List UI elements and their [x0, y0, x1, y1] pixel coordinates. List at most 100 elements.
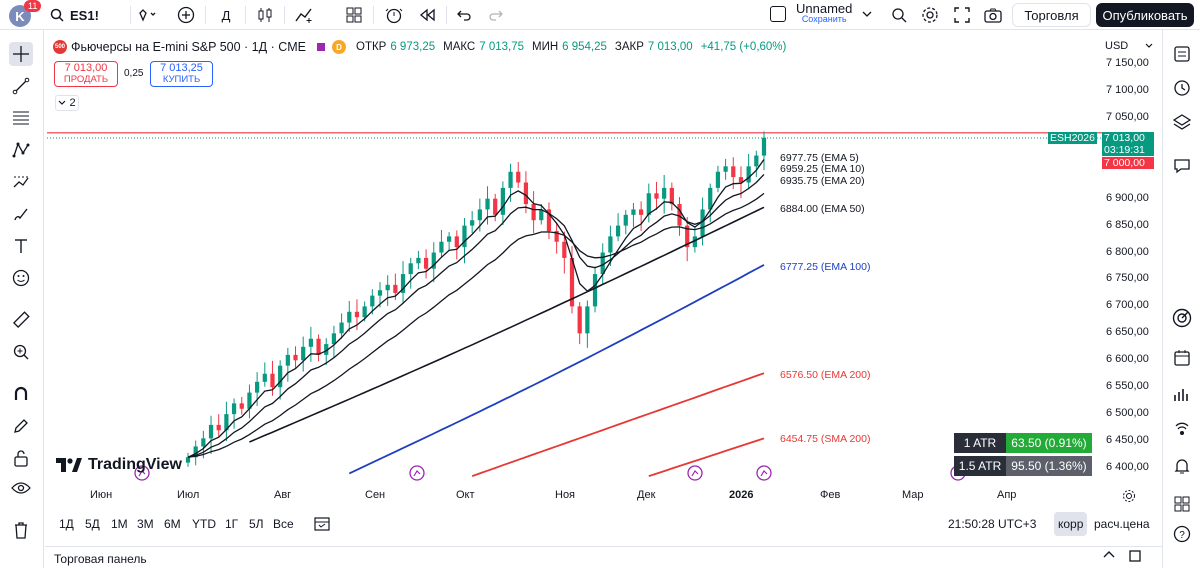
- axis-settings-icon[interactable]: [1122, 489, 1136, 503]
- open-value: 6 973,25: [390, 41, 436, 53]
- candle-body: [546, 209, 552, 231]
- panel-controls: [1103, 550, 1141, 562]
- streams-icon[interactable]: [1170, 418, 1194, 442]
- candle-body: [224, 414, 229, 431]
- maximize-icon[interactable]: [1129, 550, 1141, 562]
- candle-body: [600, 252, 605, 275]
- quick-search-icon[interactable]: [887, 4, 911, 26]
- adjustment-toggle[interactable]: корр: [1054, 512, 1088, 536]
- range-button[interactable]: 5Д: [85, 517, 100, 531]
- low-value: 6 954,25: [562, 41, 607, 53]
- magnet-icon[interactable]: [9, 382, 33, 406]
- event-marker-icon-glyph: [691, 470, 699, 477]
- candle-body: [454, 236, 459, 248]
- candle-body: [447, 236, 452, 242]
- lock-icon[interactable]: [9, 446, 33, 470]
- alerts-clock-icon[interactable]: [1170, 76, 1194, 100]
- interval-button[interactable]: Д: [221, 7, 231, 23]
- buy-label: КУПИТЬ: [162, 74, 201, 85]
- range-button[interactable]: 1Д: [59, 517, 74, 531]
- layers-icon[interactable]: [1170, 110, 1194, 134]
- grid-apps-icon[interactable]: [1170, 492, 1194, 516]
- layout-checkbox[interactable]: [770, 6, 786, 22]
- ema100-label: 6777.25 (EMA 100): [780, 261, 871, 273]
- chat-icon[interactable]: [1170, 154, 1194, 178]
- trend-line-icon[interactable]: [9, 74, 33, 98]
- eye-icon[interactable]: [9, 476, 33, 500]
- candle-body: [646, 193, 651, 215]
- replay-icon[interactable]: [415, 4, 439, 26]
- settlement-price-toggle[interactable]: расч.цена: [1094, 517, 1150, 531]
- target-icon[interactable]: [1170, 306, 1194, 330]
- forecast-icon[interactable]: [9, 170, 33, 194]
- text-icon[interactable]: [9, 234, 33, 258]
- ruler-icon[interactable]: [9, 308, 33, 332]
- candle-body: [270, 373, 275, 388]
- candle-body: [385, 284, 390, 291]
- indicators-icon[interactable]: [292, 4, 316, 26]
- tradingview-logo[interactable]: TradingView: [56, 456, 182, 474]
- dividend-event-icon-glyph: [138, 470, 146, 477]
- fullscreen-icon[interactable]: [950, 4, 974, 26]
- buy-button[interactable]: 7 013,25 КУПИТЬ: [150, 61, 213, 87]
- top-toolbar: K 11 ES1! Д Unnamed Сохранить: [0, 0, 1200, 30]
- range-button[interactable]: 6М: [164, 517, 181, 531]
- ideas-icon[interactable]: [1170, 382, 1194, 406]
- logo-text: TradingView: [88, 456, 182, 473]
- range-button[interactable]: 5Л: [249, 517, 264, 531]
- price-tick-label: 6 400,00: [1106, 461, 1149, 473]
- undo-icon[interactable]: [452, 4, 476, 26]
- dividend-event-icon: [134, 465, 150, 481]
- brush-icon[interactable]: [9, 202, 33, 226]
- sell-button[interactable]: 7 013,00 ПРОДАТЬ: [54, 61, 118, 87]
- settings-gear-icon[interactable]: [918, 4, 942, 26]
- candle-body: [477, 209, 482, 221]
- flag-icon[interactable]: [317, 43, 325, 51]
- pencil-lock-icon[interactable]: [9, 414, 33, 438]
- candles-icon[interactable]: [253, 4, 277, 26]
- candle-body: [470, 220, 475, 226]
- user-avatar[interactable]: K 11: [9, 0, 42, 27]
- layout-name[interactable]: Unnamed Сохранить: [770, 2, 872, 25]
- candle-body: [516, 171, 521, 183]
- chevron-down-icon[interactable]: [1145, 43, 1153, 49]
- emoji-icon[interactable]: [9, 266, 33, 290]
- compare-symbol-icon[interactable]: [134, 4, 162, 26]
- candle-body: [508, 171, 513, 188]
- help-icon[interactable]: ?: [1170, 522, 1194, 546]
- candle-body: [393, 284, 398, 293]
- trading-panel-title[interactable]: Торговая панель: [54, 552, 147, 566]
- chevron-up-icon[interactable]: [1103, 550, 1115, 560]
- range-button[interactable]: 3М: [137, 517, 154, 531]
- trash-icon[interactable]: [9, 518, 33, 542]
- clock[interactable]: 21:50:28 UTC+3: [948, 517, 1037, 531]
- symbol-search[interactable]: ES1!: [46, 4, 128, 26]
- symbol-title[interactable]: Фьючерсы на E-mini S&P 500 · 1Д · CME: [71, 40, 306, 54]
- search-icon: [50, 8, 64, 22]
- camera-icon[interactable]: [981, 4, 1005, 26]
- pattern-icon[interactable]: [9, 138, 33, 162]
- fib-icon[interactable]: [9, 106, 33, 130]
- date-range-calendar-icon[interactable]: [313, 515, 331, 531]
- zoom-in-icon[interactable]: [9, 340, 33, 364]
- chevron-down-icon[interactable]: [862, 10, 872, 18]
- watchlist-icon[interactable]: [1170, 42, 1194, 66]
- layout-icon[interactable]: [342, 4, 366, 26]
- indicators-collapse-button[interactable]: 2: [55, 95, 79, 111]
- calendar-icon[interactable]: [1170, 346, 1194, 370]
- add-symbol-icon[interactable]: [174, 4, 198, 26]
- range-button[interactable]: 1М: [111, 517, 128, 531]
- alert-icon[interactable]: [382, 4, 406, 26]
- trade-button[interactable]: Торговля: [1012, 3, 1091, 27]
- redo-icon[interactable]: [484, 4, 508, 26]
- notifications-icon[interactable]: [1170, 454, 1194, 478]
- currency-label[interactable]: USD: [1105, 40, 1129, 52]
- publish-button[interactable]: Опубликовать: [1096, 3, 1194, 27]
- candle-body: [377, 290, 383, 296]
- range-button[interactable]: YTD: [192, 517, 216, 531]
- range-button[interactable]: 1Г: [225, 517, 239, 531]
- crosshair-icon[interactable]: [9, 42, 33, 66]
- candle-body: [347, 311, 352, 323]
- range-button[interactable]: Все: [273, 517, 294, 531]
